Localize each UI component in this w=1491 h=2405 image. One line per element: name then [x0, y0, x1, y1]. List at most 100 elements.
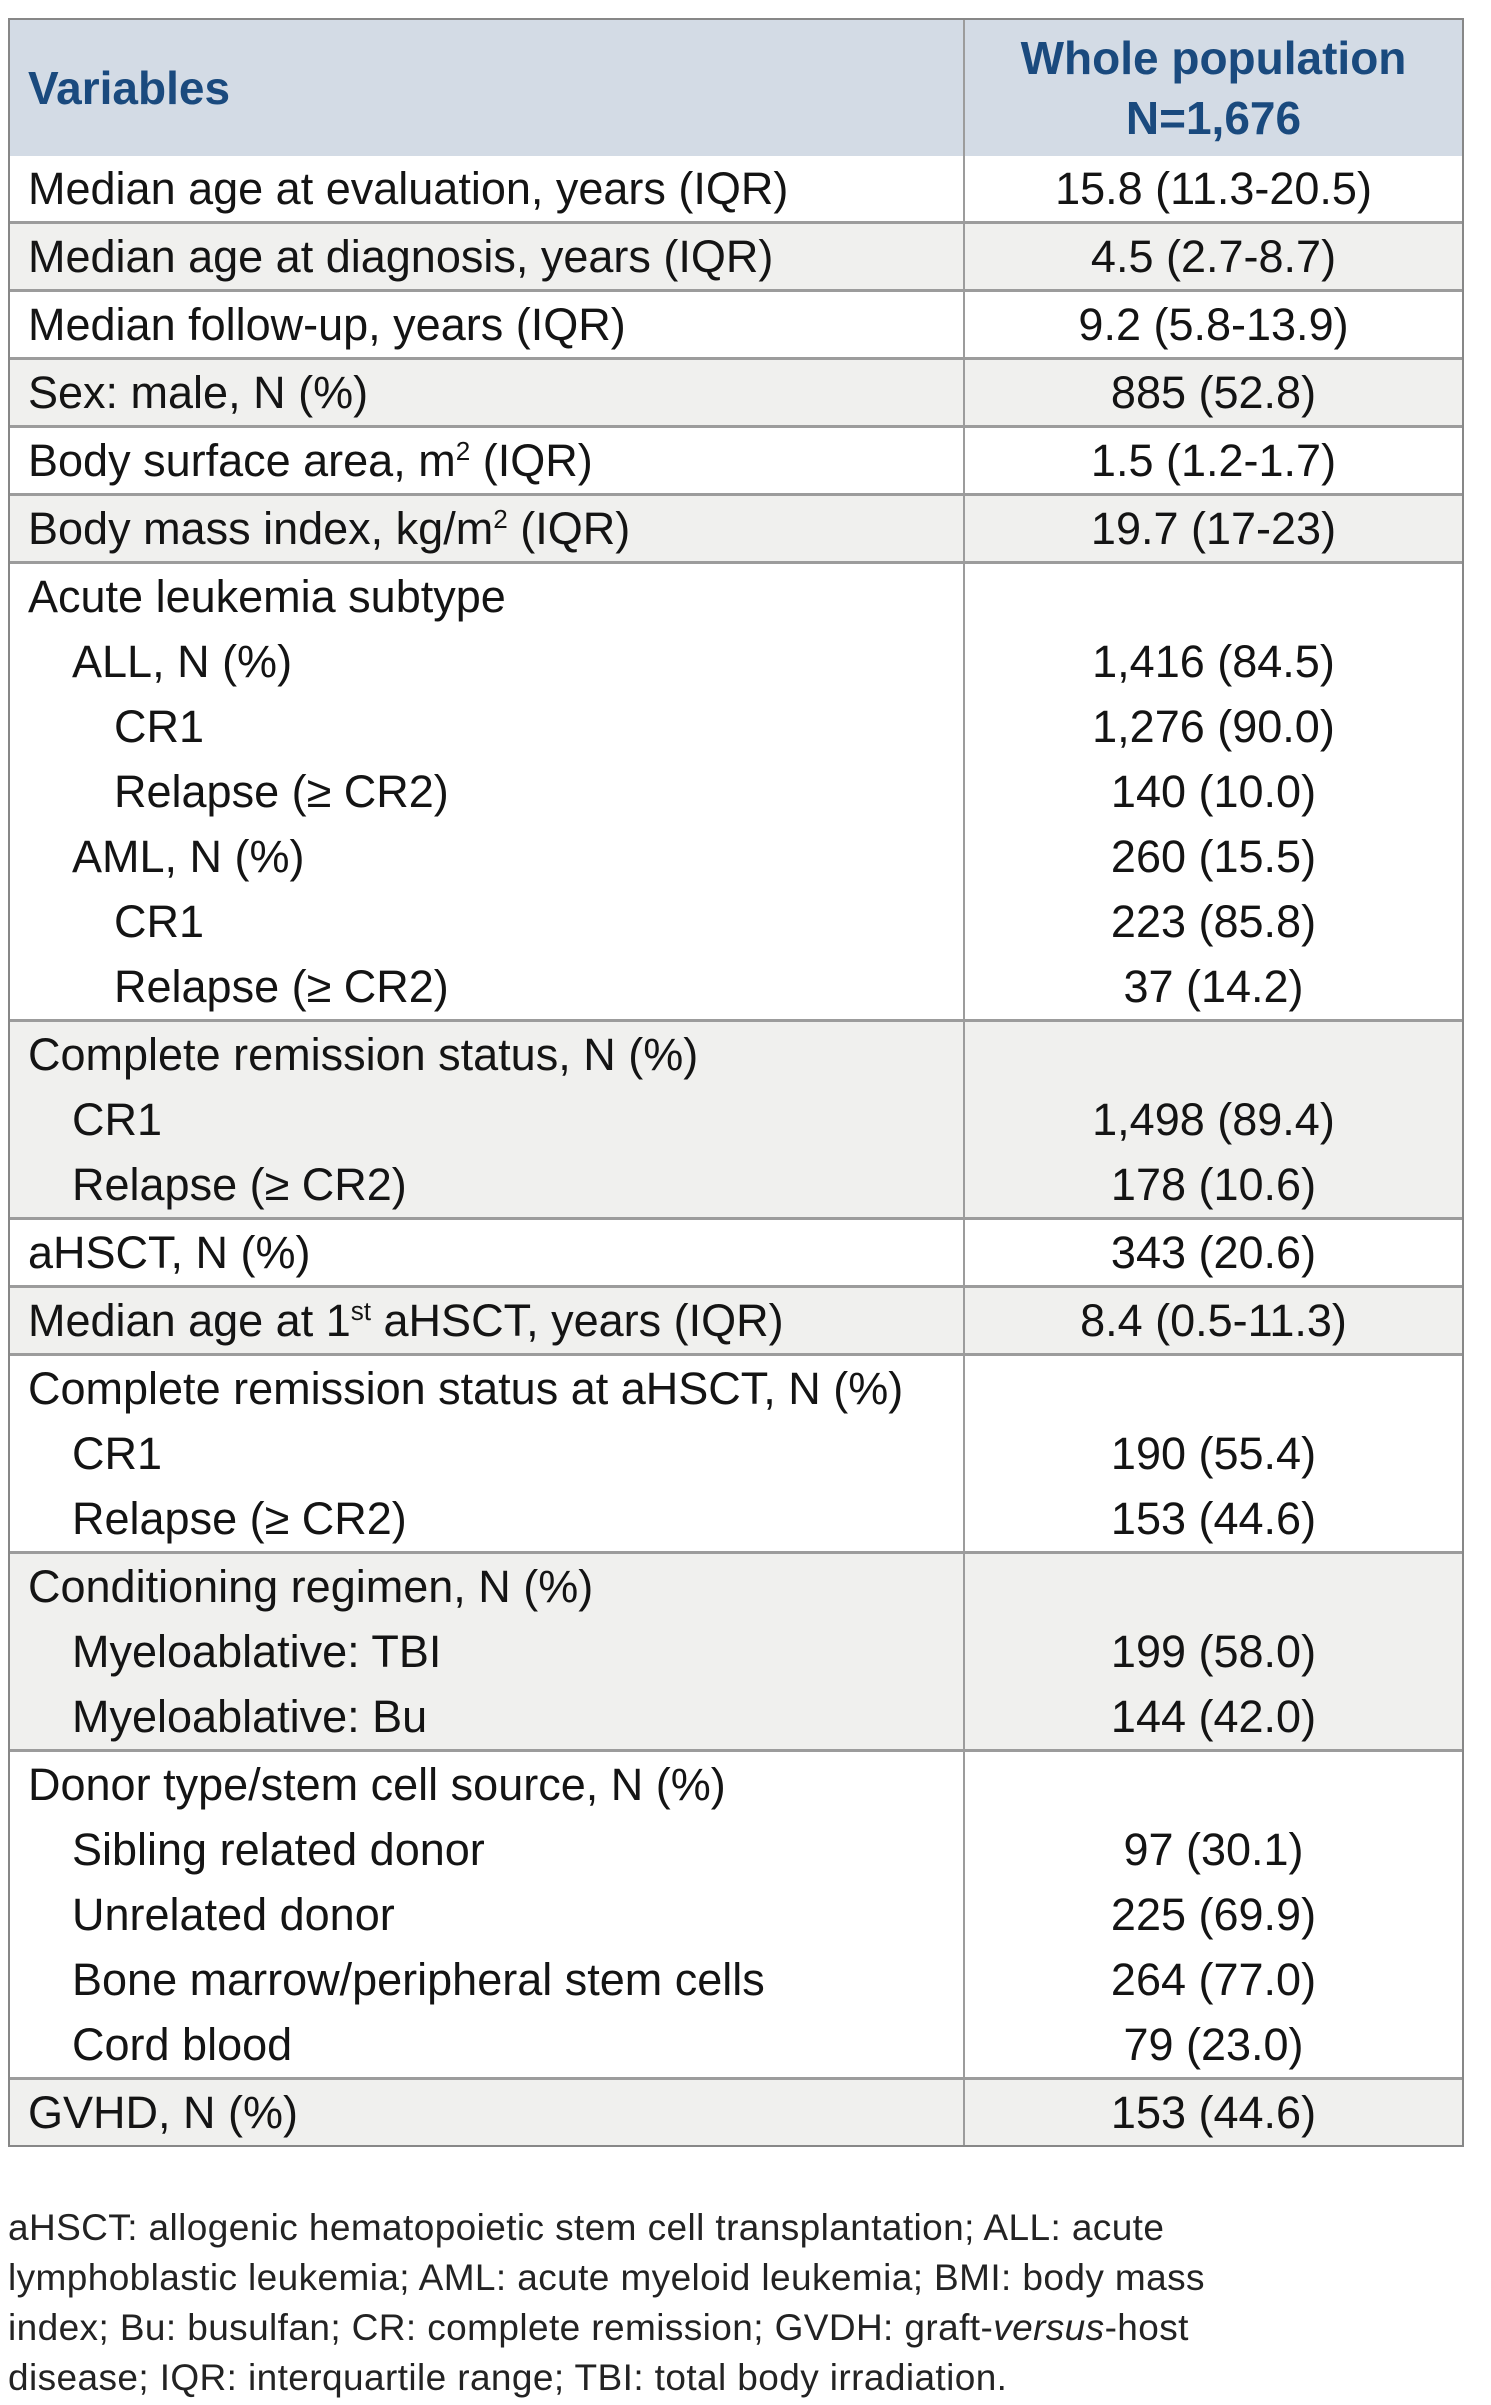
row-value: 97 (30.1)	[1123, 1824, 1304, 1875]
row-value	[965, 1752, 1462, 1817]
table-row: Body mass index, kg/m2 (IQR) 19.7 (17-23)	[10, 493, 1462, 561]
row-value: 343 (20.6)	[1110, 1227, 1317, 1278]
row-label-cell: Donor type/stem cell source, N (%) Siblin…	[10, 1752, 965, 2077]
row-label: CR1	[72, 1428, 163, 1479]
row-label: Acute leukemia subtype	[28, 571, 506, 622]
row-value	[965, 1022, 1462, 1087]
row-value-cell: 8.4 (0.5-11.3)	[965, 1288, 1462, 1353]
table-row: Complete remission status at aHSCT, N (%…	[10, 1353, 1462, 1551]
table-row: Sex: male, N (%) 885 (52.8)	[10, 357, 1462, 425]
row-value-cell: 97 (30.1) 225 (69.9) 264 (77.0) 79 (23.0)	[965, 1752, 1462, 2077]
row-label: Cord blood	[72, 2019, 293, 2070]
row-value-cell: 190 (55.4) 153 (44.6)	[965, 1356, 1462, 1551]
row-label: Body mass index, kg/m2 (IQR)	[28, 503, 631, 554]
row-value: 178 (10.6)	[1110, 1159, 1317, 1210]
row-label-cell: Conditioning regimen, N (%) Myeloablative…	[10, 1554, 965, 1749]
row-value: 19.7 (17-23)	[1090, 503, 1337, 554]
row-label: Bone marrow/peripheral stem cells	[72, 1954, 765, 2005]
header-variables-label: Variables	[28, 61, 231, 114]
table-row: Median follow-up, years (IQR) 9.2 (5.8-13…	[10, 289, 1462, 357]
table-row: Median age at diagnosis, years (IQR) 4.5 …	[10, 221, 1462, 289]
table-header-row: Variables Whole population N=1,676	[10, 20, 1462, 156]
row-label-cell: Median age at evaluation, years (IQR)	[10, 156, 965, 221]
row-value: 225 (69.9)	[1110, 1889, 1317, 1940]
row-label-cell: Body mass index, kg/m2 (IQR)	[10, 496, 965, 561]
row-value	[965, 564, 1462, 629]
row-value-cell: 343 (20.6)	[965, 1220, 1462, 1285]
row-label: Complete remission status at aHSCT, N (%…	[28, 1363, 904, 1414]
row-value	[965, 1554, 1462, 1619]
row-label: Unrelated donor	[72, 1889, 395, 1940]
row-label: Sex: male, N (%)	[28, 367, 369, 418]
row-label: CR1	[72, 1094, 163, 1145]
row-value-cell: 19.7 (17-23)	[965, 496, 1462, 561]
row-label: Relapse (≥ CR2)	[114, 961, 449, 1012]
row-value: 8.4 (0.5-11.3)	[1080, 1295, 1347, 1346]
footnote: aHSCT: allogenic hematopoietic stem cell…	[8, 2203, 1486, 2403]
row-label: CR1	[114, 896, 205, 947]
row-label-cell: Body surface area, m2 (IQR)	[10, 428, 965, 493]
table-row: Median age at evaluation, years (IQR) 15.…	[10, 156, 1462, 221]
row-value: 885 (52.8)	[1110, 367, 1317, 418]
row-label-cell: Median follow-up, years (IQR)	[10, 292, 965, 357]
row-value: 190 (55.4)	[1110, 1428, 1317, 1479]
row-label: GVHD, N (%)	[28, 2087, 298, 2138]
row-value	[965, 1356, 1462, 1421]
row-label-cell: GVHD, N (%)	[10, 2080, 965, 2145]
header-cell-variables: Variables	[10, 20, 965, 156]
table-row: Body surface area, m2 (IQR) 1.5 (1.2-1.7)	[10, 425, 1462, 493]
row-label: Median follow-up, years (IQR)	[28, 299, 626, 350]
row-value: 140 (10.0)	[1110, 766, 1317, 817]
row-label: Complete remission status, N (%)	[28, 1029, 699, 1080]
population-table: Variables Whole population N=1,676 Media…	[8, 18, 1464, 2147]
row-label: CR1	[114, 701, 205, 752]
row-value: 223 (85.8)	[1110, 896, 1317, 947]
row-label: Sibling related donor	[72, 1824, 485, 1875]
table-row: Median age at 1st aHSCT, years (IQR) 8.4 …	[10, 1285, 1462, 1353]
row-value: 79 (23.0)	[1123, 2019, 1304, 2070]
row-value: 1,416 (84.5)	[1092, 636, 1335, 687]
row-value: 264 (77.0)	[1110, 1954, 1317, 2005]
row-value-cell: 1,416 (84.5) 1,276 (90.0) 140 (10.0) 260 (1…	[965, 564, 1462, 1019]
row-label: ALL, N (%)	[72, 636, 293, 687]
row-label: Myeloablative: TBI	[72, 1626, 442, 1677]
row-label-cell: Median age at diagnosis, years (IQR)	[10, 224, 965, 289]
table-body: Median age at evaluation, years (IQR) 15.…	[10, 156, 1462, 2145]
table-row: aHSCT, N (%) 343 (20.6)	[10, 1217, 1462, 1285]
footnote-line: aHSCT: allogenic hematopoietic stem cell…	[8, 2207, 1165, 2248]
row-value: 153 (44.6)	[1110, 1493, 1317, 1544]
row-value: 199 (58.0)	[1110, 1626, 1317, 1677]
row-value: 1,276 (90.0)	[1092, 701, 1335, 752]
row-label: Median age at 1st aHSCT, years (IQR)	[28, 1295, 784, 1346]
table-row: Conditioning regimen, N (%) Myeloablative…	[10, 1551, 1462, 1749]
header-cell-population: Whole population N=1,676	[965, 20, 1462, 156]
row-value: 9.2 (5.8-13.9)	[1078, 299, 1349, 350]
row-value-cell: 153 (44.6)	[965, 2080, 1462, 2145]
footnote-line: index; Bu: busulfan; CR: complete remiss…	[8, 2307, 1189, 2348]
footnote-line: lymphoblastic leukemia; AML: acute myelo…	[8, 2257, 1205, 2298]
footnote-line: disease; IQR: interquartile range; TBI: …	[8, 2357, 1008, 2398]
row-label: AML, N (%)	[72, 831, 305, 882]
row-value-cell: 1.5 (1.2-1.7)	[965, 428, 1462, 493]
row-value-cell: 1,498 (89.4) 178 (10.6)	[965, 1022, 1462, 1217]
row-label: Relapse (≥ CR2)	[72, 1493, 407, 1544]
row-label: Conditioning regimen, N (%)	[28, 1561, 594, 1612]
row-label: aHSCT, N (%)	[28, 1227, 311, 1278]
row-value: 1.5 (1.2-1.7)	[1090, 435, 1337, 486]
row-label: Relapse (≥ CR2)	[114, 766, 449, 817]
row-value: 153 (44.6)	[1110, 2087, 1317, 2138]
table-row: GVHD, N (%) 153 (44.6)	[10, 2077, 1462, 2145]
row-label-cell: Sex: male, N (%)	[10, 360, 965, 425]
row-label: Median age at evaluation, years (IQR)	[28, 163, 789, 214]
row-label-cell: Complete remission status, N (%) CR1 Relap…	[10, 1022, 965, 1217]
row-value-cell: 4.5 (2.7-8.7)	[965, 224, 1462, 289]
row-label-cell: Acute leukemia subtype ALL, N (%) CR1 Relap…	[10, 564, 965, 1019]
row-label: Donor type/stem cell source, N (%)	[28, 1759, 726, 1810]
header-population-label: Whole population	[1020, 32, 1407, 84]
table-row: Acute leukemia subtype ALL, N (%) CR1 Relap…	[10, 561, 1462, 1019]
row-label-cell: Median age at 1st aHSCT, years (IQR)	[10, 1288, 965, 1353]
row-value-cell: 15.8 (11.3-20.5)	[965, 156, 1462, 221]
row-value-cell: 199 (58.0) 144 (42.0)	[965, 1554, 1462, 1749]
row-value: 15.8 (11.3-20.5)	[1055, 163, 1372, 214]
